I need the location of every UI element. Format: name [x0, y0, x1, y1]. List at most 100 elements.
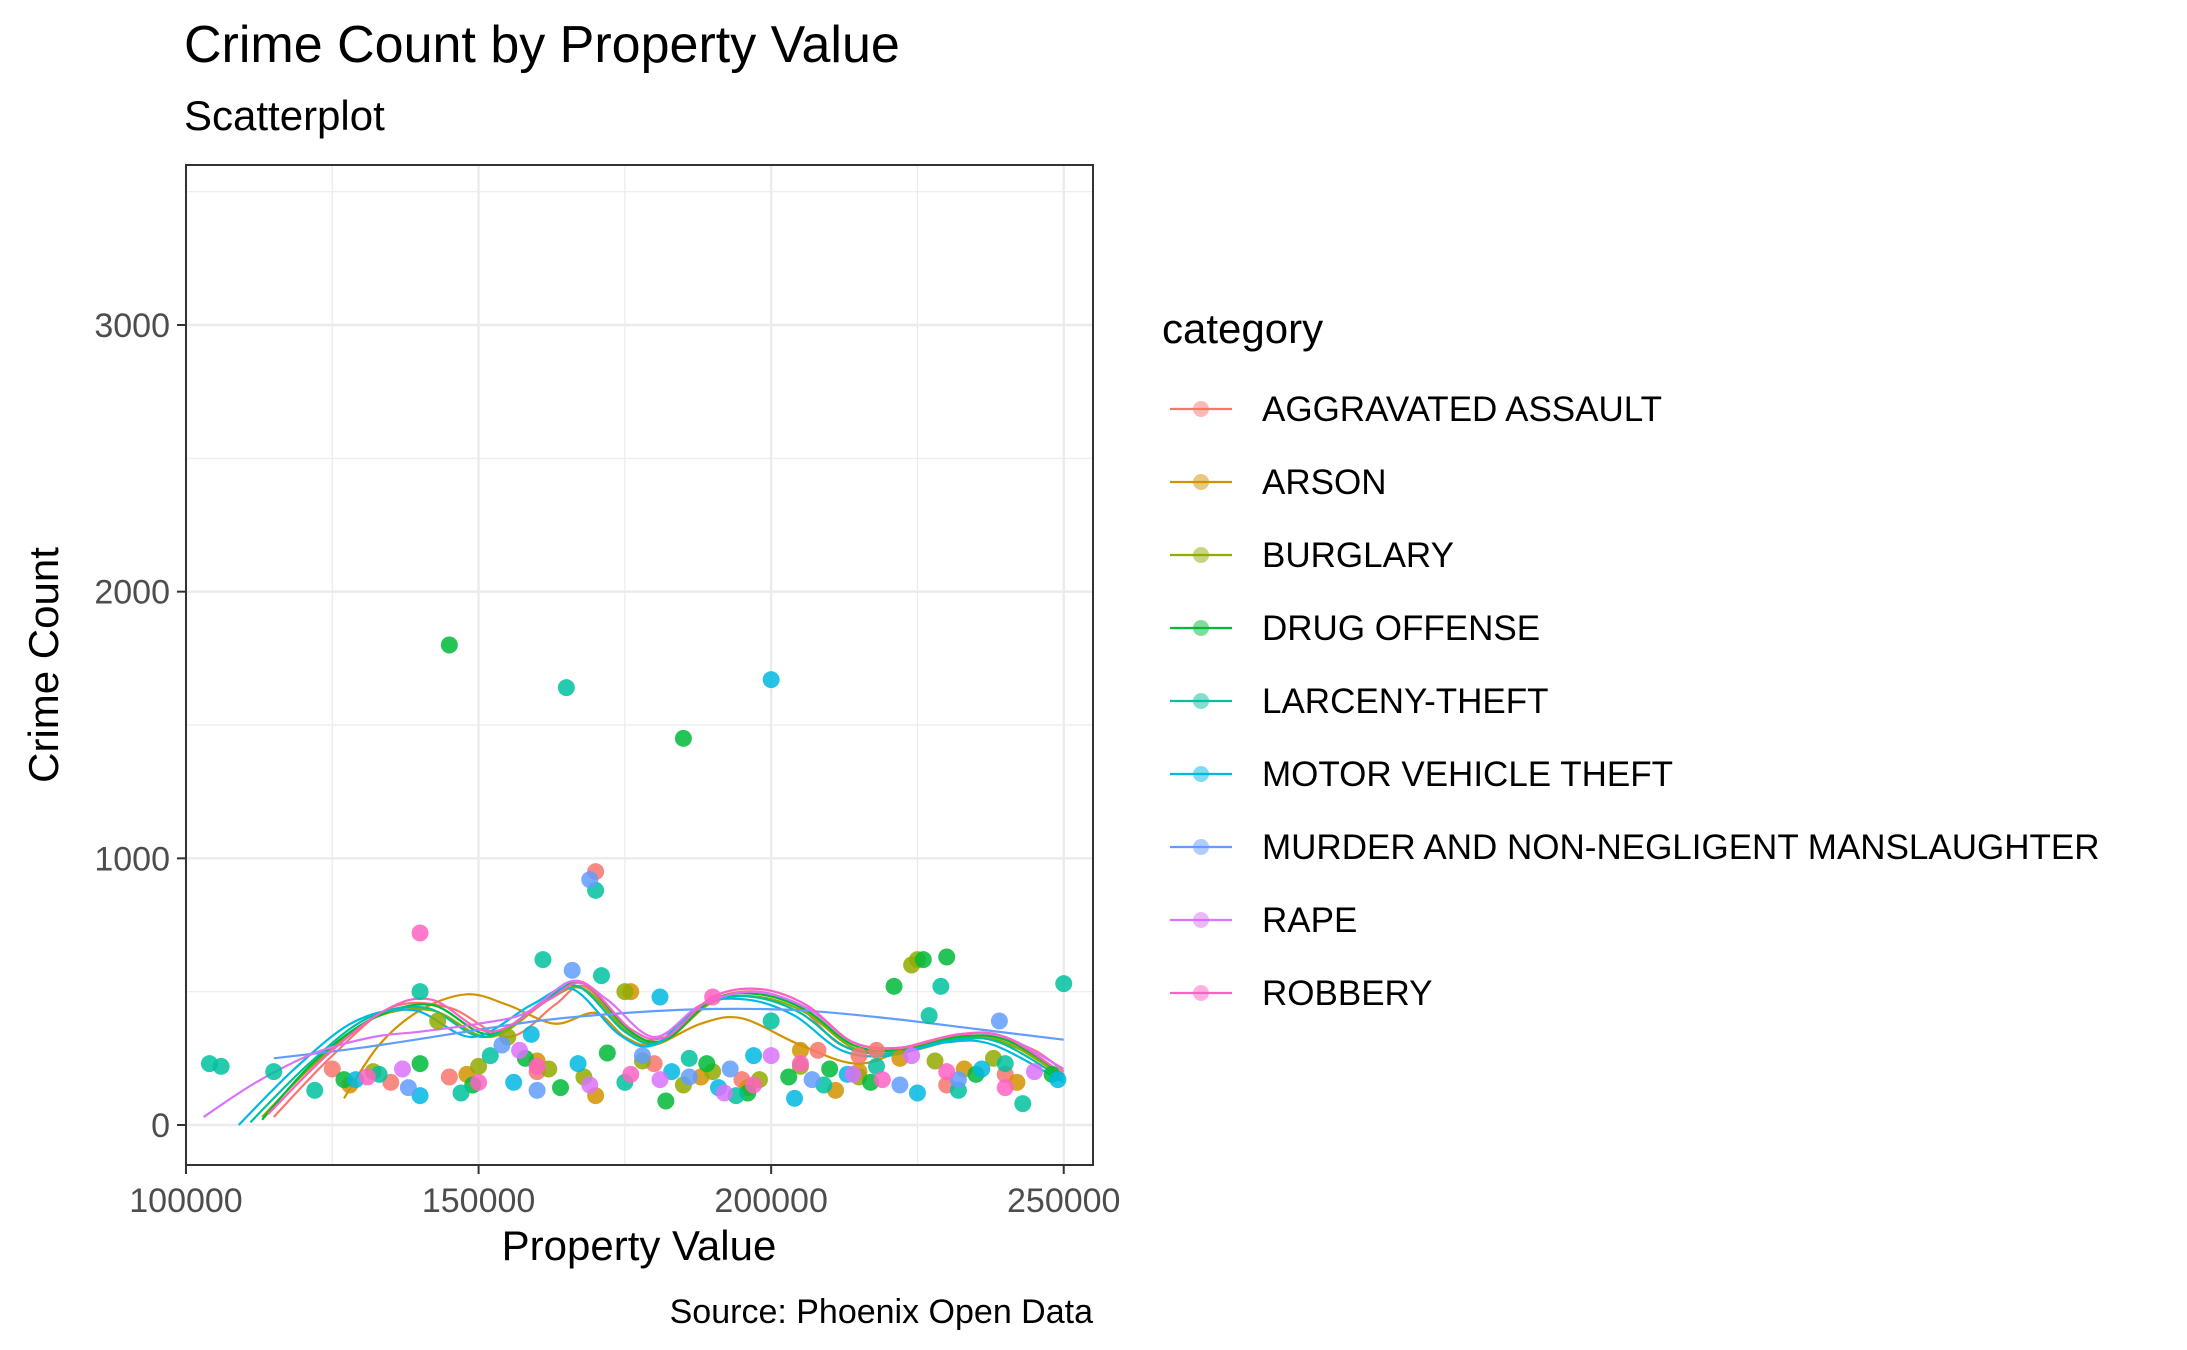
legend-label: AGGRAVATED ASSAULT [1262, 390, 1662, 429]
data-point [633, 1047, 651, 1065]
data-point [762, 1047, 780, 1065]
data-point [592, 967, 610, 985]
data-point [698, 1055, 716, 1073]
data-point [323, 1060, 341, 1078]
data-point [528, 1081, 546, 1099]
legend-key-point [1193, 766, 1209, 782]
data-point [452, 1084, 470, 1102]
x-tick-label: 200000 [714, 1182, 827, 1220]
legend-key-point [1193, 474, 1209, 490]
data-point [791, 1041, 809, 1059]
data-point [908, 1084, 926, 1102]
data-point [470, 1057, 488, 1075]
plot-panel [184, 164, 1094, 1166]
data-point [885, 977, 903, 995]
data-point [809, 1041, 827, 1059]
panel-border [185, 164, 1094, 1166]
data-point [721, 1060, 739, 1078]
data-point [657, 1092, 675, 1110]
data-point [552, 1079, 570, 1097]
legend-label: ROBBERY [1262, 974, 1433, 1013]
legend-key-point [1193, 839, 1209, 855]
data-point [358, 1068, 376, 1086]
y-tick-label: 2000 [94, 574, 170, 612]
legend-key-point [1193, 620, 1209, 636]
data-point [429, 1012, 447, 1030]
data-point [399, 1079, 417, 1097]
data-point [903, 1047, 921, 1065]
data-point [1014, 1095, 1032, 1113]
legend-item: MOTOR VEHICLE THEFT [1170, 755, 1673, 794]
data-point [557, 679, 575, 697]
data-point [990, 1012, 1008, 1030]
data-point [470, 1073, 488, 1091]
data-point [440, 1068, 458, 1086]
legend-item: ARSON [1170, 463, 1386, 502]
data-point [786, 1089, 804, 1107]
legend-label: MURDER AND NON-NEGLIGENT MANSLAUGHTER [1262, 828, 2100, 867]
legend-item: AGGRAVATED ASSAULT [1170, 390, 1662, 429]
y-axis: 0 1000 2000 3000 [94, 307, 186, 1145]
y-tick-label: 0 [151, 1107, 170, 1145]
x-tick-label: 100000 [129, 1182, 242, 1220]
data-point [938, 1063, 956, 1081]
data-point [914, 951, 932, 969]
data-point [932, 977, 950, 995]
y-tick-label: 1000 [94, 840, 170, 878]
data-point [920, 1007, 938, 1025]
data-point [891, 1076, 909, 1094]
data-point [850, 1047, 868, 1065]
data-point [680, 1068, 698, 1086]
legend-label: MOTOR VEHICLE THEFT [1262, 755, 1673, 794]
data-point [867, 1057, 885, 1075]
smooth-line [267, 981, 1065, 1116]
data-point [780, 1068, 798, 1086]
legend-label: RAPE [1262, 901, 1357, 940]
data-point [616, 983, 634, 1001]
legend-label: LARCENY-THEFT [1262, 682, 1549, 721]
data-point [1025, 1063, 1043, 1081]
x-tick-label: 250000 [1007, 1182, 1120, 1220]
legend-item: DRUG OFFENSE [1170, 609, 1540, 648]
data-point [622, 1065, 640, 1083]
data-point [996, 1055, 1014, 1073]
data-point [674, 729, 692, 747]
data-point [511, 1041, 529, 1059]
data-point [873, 1071, 891, 1089]
legend-key-point [1193, 693, 1209, 709]
y-axis-title: Crime Count [20, 547, 67, 783]
data-point [762, 1012, 780, 1030]
chart-title: Crime Count by Property Value [184, 16, 900, 74]
data-point [598, 1044, 616, 1062]
data-point [505, 1073, 523, 1091]
data-point [791, 1055, 809, 1073]
legend-title: category [1162, 305, 1323, 352]
data-point [534, 951, 552, 969]
legend-item: BURGLARY [1170, 536, 1454, 575]
data-point [581, 1076, 599, 1094]
data-point [1049, 1071, 1067, 1089]
legend-key-point [1193, 985, 1209, 1001]
data-point [481, 1047, 499, 1065]
scatter-points [200, 636, 1073, 1113]
data-point [212, 1057, 230, 1075]
data-point [528, 1057, 546, 1075]
data-point [821, 1060, 839, 1078]
data-point [996, 1079, 1014, 1097]
minor-gridlines [186, 165, 1093, 1165]
data-point [306, 1081, 324, 1099]
legend-label: BURGLARY [1262, 536, 1454, 575]
data-point [715, 1084, 733, 1102]
data-point [411, 924, 429, 942]
data-point [569, 1055, 587, 1073]
data-point [803, 1071, 821, 1089]
legend-item: ROBBERY [1170, 974, 1433, 1013]
data-point [973, 1060, 991, 1078]
legend-key-point [1193, 401, 1209, 417]
x-axis: 100000 150000 200000 250000 [129, 1165, 1120, 1220]
legend-label: ARSON [1262, 463, 1386, 502]
data-point [680, 1049, 698, 1067]
legend: category AGGRAVATED ASSAULT ARSON BURGLARY… [1162, 305, 2100, 1013]
data-point [745, 1076, 763, 1094]
